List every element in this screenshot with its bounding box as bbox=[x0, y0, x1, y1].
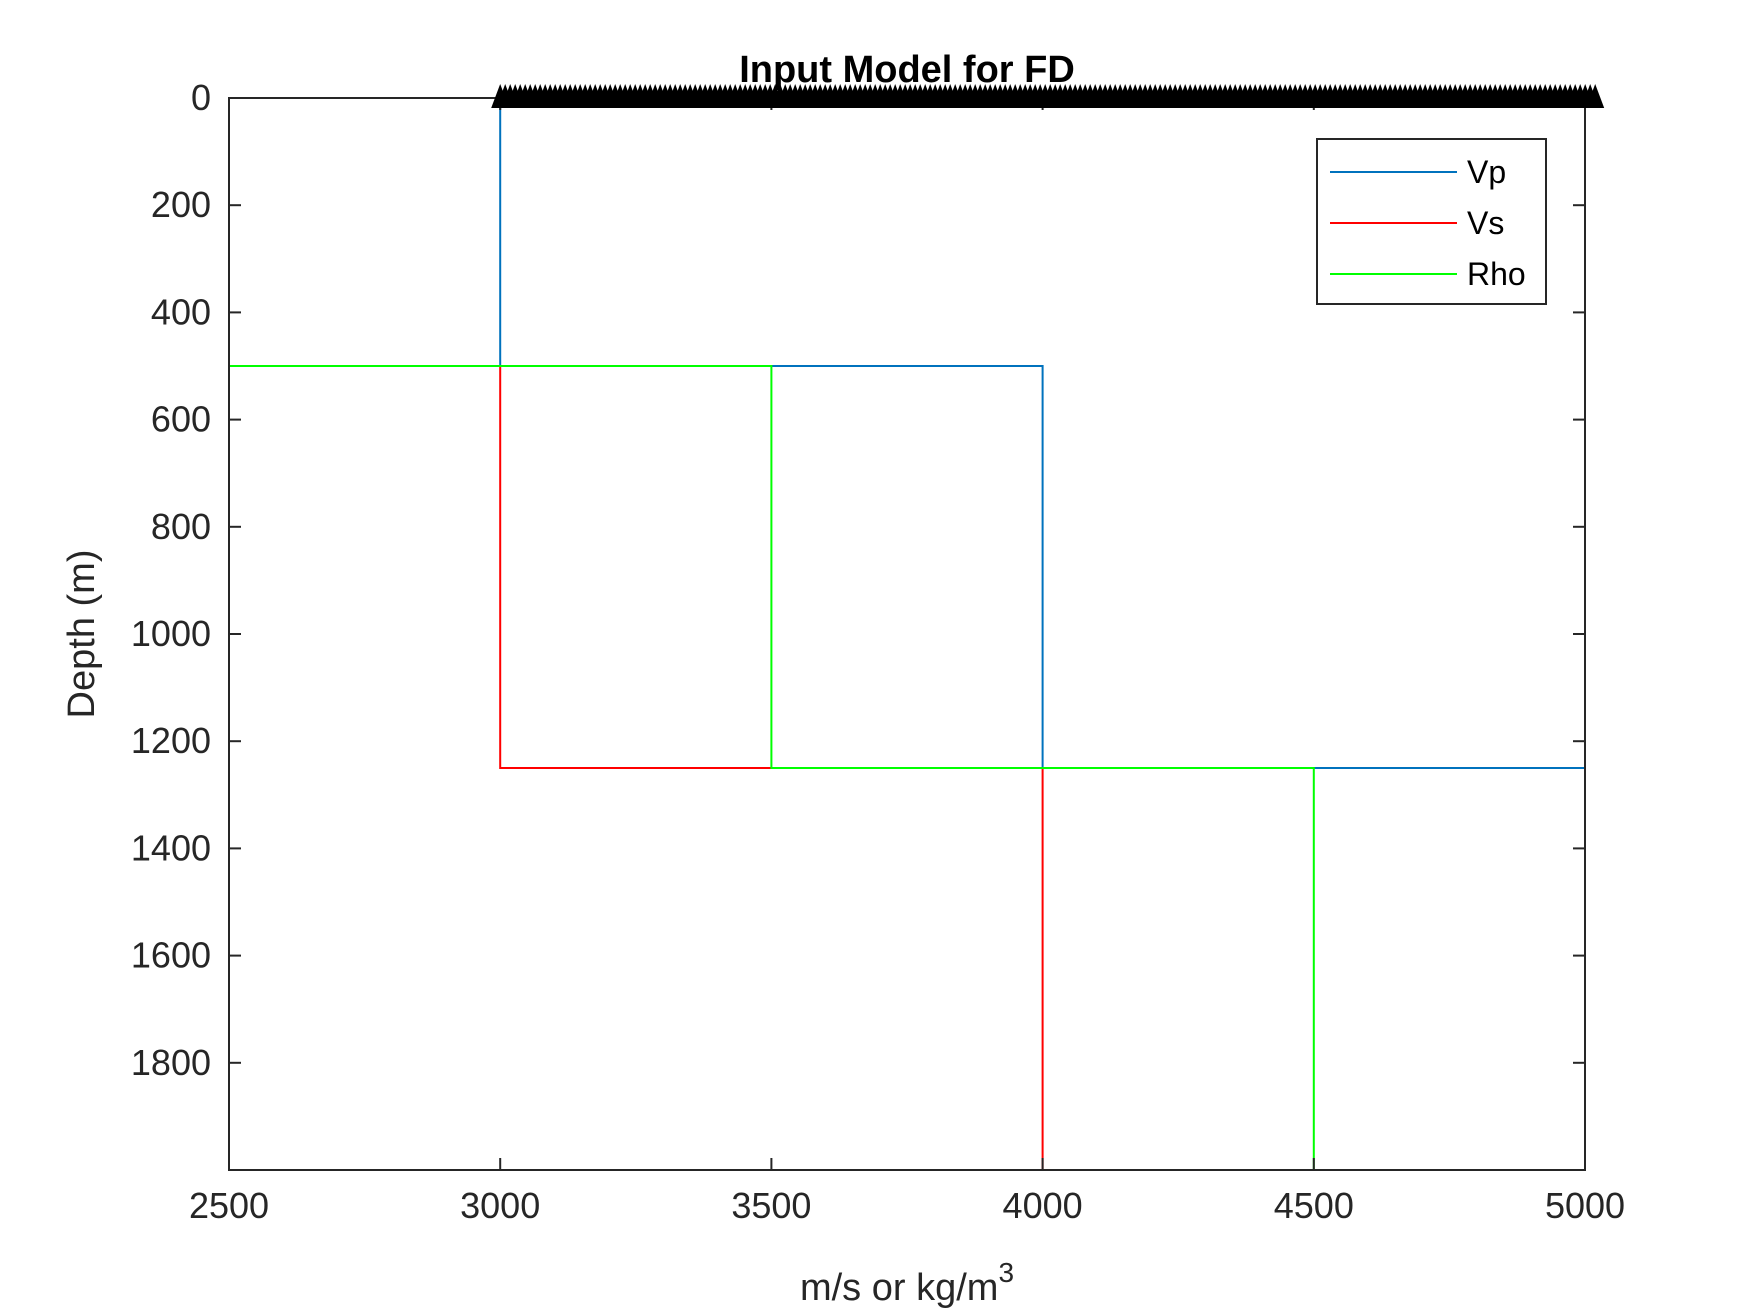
x-axis-label-text: m/s or kg/m bbox=[800, 1267, 998, 1309]
x-tick-label: 5000 bbox=[1545, 1185, 1625, 1226]
legend-label-vp: Vp bbox=[1467, 154, 1506, 190]
legend-label-vs: Vs bbox=[1467, 205, 1504, 241]
chart-title: Input Model for FD bbox=[739, 49, 1075, 91]
legend-label-rho: Rho bbox=[1467, 256, 1526, 292]
x-tick-label: 4500 bbox=[1274, 1185, 1354, 1226]
x-tick-label: 3000 bbox=[460, 1185, 540, 1226]
receiver-marker bbox=[1586, 84, 1605, 108]
y-tick-label: 1400 bbox=[131, 827, 211, 868]
y-tick-label: 200 bbox=[151, 184, 211, 225]
y-tick-label: 1800 bbox=[131, 1042, 211, 1083]
receiver-markers bbox=[491, 84, 1605, 108]
y-tick-label: 1600 bbox=[131, 935, 211, 976]
y-tick-label: 0 bbox=[191, 77, 211, 118]
y-tick-label: 800 bbox=[151, 506, 211, 547]
x-axis-label: m/s or kg/m3 bbox=[800, 1257, 1014, 1309]
y-tick-label: 600 bbox=[151, 399, 211, 440]
legend-box bbox=[1316, 138, 1547, 305]
ticks-layer: 2500 3000 3500 4000 4500 5000 0 200 400 600 800 100… bbox=[131, 77, 1625, 1226]
y-axis-label: Depth (m) bbox=[61, 550, 103, 719]
legend: Vp Vs Rho bbox=[1316, 138, 1547, 305]
x-tick-label: 4000 bbox=[1003, 1185, 1083, 1226]
y-tick-label: 1000 bbox=[131, 613, 211, 654]
x-axis-label-superscript: 3 bbox=[998, 1257, 1014, 1288]
y-tick-label: 1200 bbox=[131, 720, 211, 761]
x-tick-label: 2500 bbox=[189, 1185, 269, 1226]
x-tick-label: 3500 bbox=[731, 1185, 811, 1226]
y-tick-label: 400 bbox=[151, 291, 211, 332]
